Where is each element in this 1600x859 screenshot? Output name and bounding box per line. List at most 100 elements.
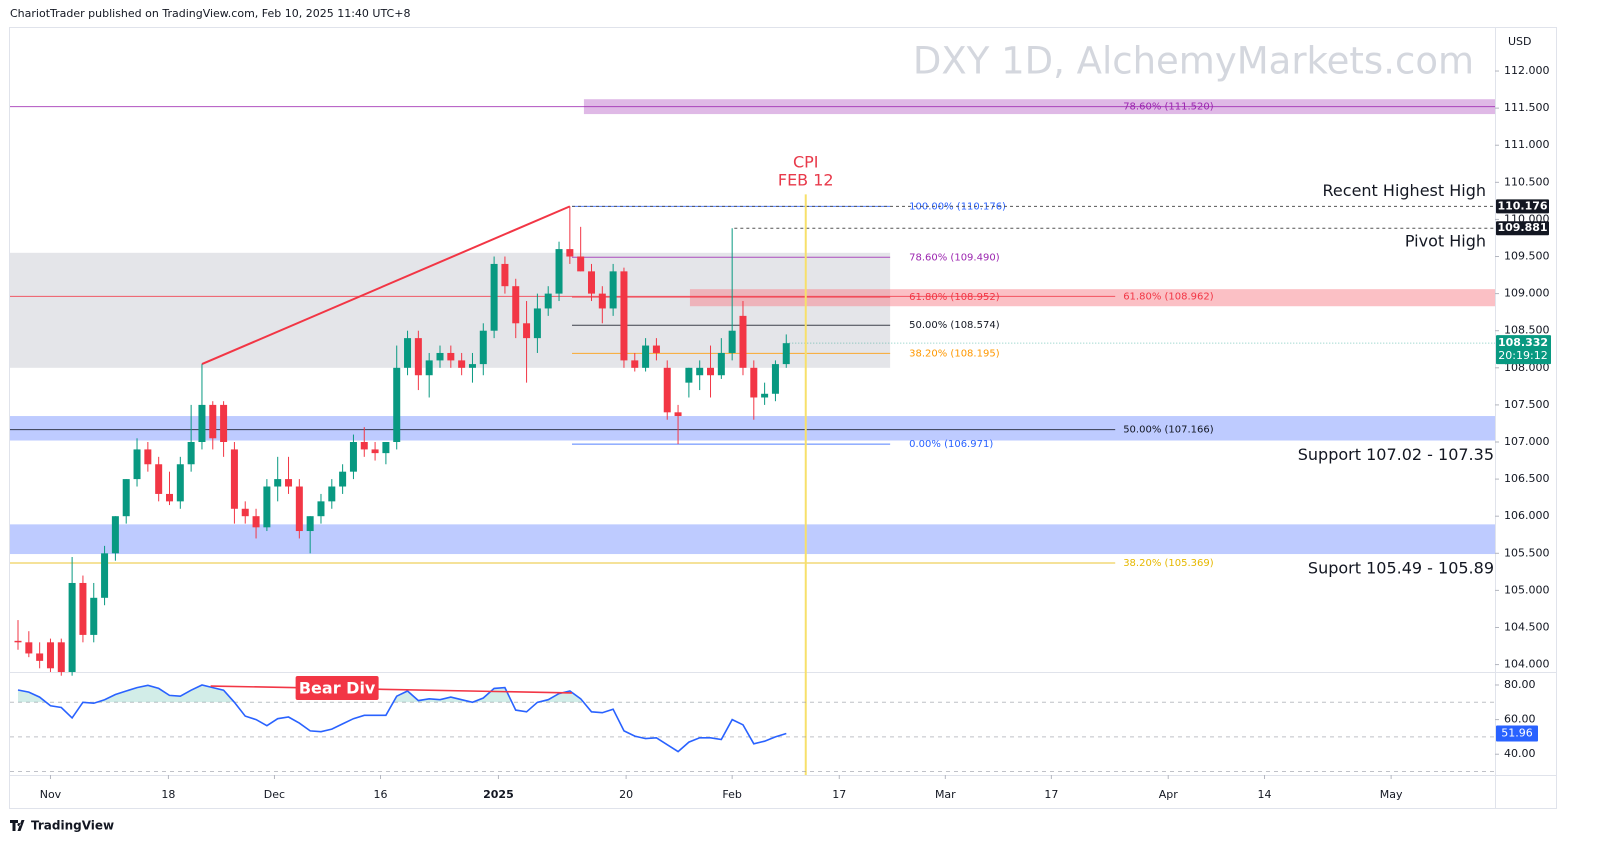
candle-body — [674, 412, 682, 417]
candle-body — [717, 352, 725, 376]
candle-body — [68, 582, 76, 672]
rsi-tick-label: 60.00 — [1504, 713, 1536, 726]
y-tick-label: 104.500 — [1504, 620, 1550, 633]
candle-body — [339, 471, 347, 487]
candle-body — [609, 271, 617, 309]
candle-body — [295, 486, 303, 532]
y-tick-label: 111.000 — [1504, 138, 1550, 151]
x-tick-label: 18 — [161, 788, 175, 801]
candle-body — [36, 653, 44, 661]
candle-body — [57, 642, 65, 672]
currency: USD — [1508, 35, 1532, 48]
rsi-tick-label: 80.00 — [1504, 678, 1536, 691]
fib-label: 50.00% (107.166) — [1123, 425, 1214, 436]
candle-body — [652, 345, 660, 353]
candle-body — [458, 360, 466, 368]
candle-body — [631, 360, 639, 368]
y-tick-label: 105.500 — [1504, 546, 1550, 559]
divergence-label: Bear Div — [299, 679, 376, 698]
candle-body — [241, 508, 249, 517]
level-name: Recent Highest High — [1323, 181, 1486, 200]
y-tick-label: 104.000 — [1504, 658, 1550, 671]
candle-body — [566, 249, 574, 257]
candle-body — [328, 486, 336, 502]
trendline — [201, 205, 571, 366]
y-tick-label: 107.000 — [1504, 435, 1550, 448]
candle-body — [468, 364, 476, 368]
candle-body — [220, 404, 228, 442]
candle-body — [25, 642, 33, 654]
level-name: Pivot High — [1405, 232, 1486, 251]
y-tick-label: 106.500 — [1504, 472, 1550, 485]
candle-body — [620, 271, 628, 361]
candle-body — [90, 597, 98, 635]
candle-body — [198, 404, 206, 442]
x-tick-label: 2025 — [483, 788, 514, 801]
candle-body — [111, 516, 119, 554]
candle-body — [230, 449, 238, 509]
y-tick-label: 108.500 — [1504, 324, 1550, 337]
rsi-tick-label: 40.00 — [1504, 747, 1536, 760]
x-tick-label: 17 — [1044, 788, 1058, 801]
candle-body — [360, 442, 368, 450]
candle-body — [587, 271, 595, 294]
x-tick-label: May — [1380, 788, 1403, 801]
fib-label: 38.20% (108.195) — [909, 348, 1000, 359]
y-tick-label: 111.500 — [1504, 101, 1550, 114]
fib-label: 61.80% (108.962) — [1123, 291, 1214, 302]
x-tick-label: 16 — [373, 788, 387, 801]
candle-body — [750, 367, 758, 398]
candle-body — [285, 479, 293, 487]
x-tick-label: 14 — [1258, 788, 1272, 801]
y-tick-label: 106.000 — [1504, 509, 1550, 522]
zone — [10, 252, 891, 368]
y-tick-label: 110.500 — [1504, 175, 1550, 188]
fib-label: 0.00% (106.971) — [909, 439, 993, 450]
candle-body — [144, 449, 152, 465]
divergence-line — [210, 685, 573, 694]
y-tick-label: 105.000 — [1504, 583, 1550, 596]
last-price-label: 108.332 — [1498, 336, 1548, 349]
candle-body — [436, 352, 444, 361]
x-tick-label: Dec — [264, 788, 285, 801]
candle-body — [414, 338, 422, 376]
candle-body — [209, 404, 217, 439]
candle-body — [14, 640, 22, 643]
event-label: CPI — [793, 153, 819, 172]
candle-body — [176, 464, 184, 502]
x-tick-label: Nov — [40, 788, 62, 801]
chart-layer: 104.000 104.500 105.000 105.500 106.000 106.5… — [10, 64, 1551, 801]
fib-label: 78.60% (111.520) — [1123, 102, 1214, 113]
candle-body — [425, 360, 433, 376]
candle-body — [101, 553, 109, 598]
y-tick-label: 107.500 — [1504, 398, 1550, 411]
price-tag — [1496, 199, 1549, 214]
y-tick-label: 112.000 — [1504, 64, 1550, 77]
candle-body — [252, 516, 260, 528]
watermark: DXY 1D, AlchemyMarkets.com — [913, 40, 1474, 83]
chart-frame — [9, 27, 1557, 809]
candle-body — [739, 315, 747, 368]
tradingview-logo: TradingView — [10, 819, 114, 833]
zone — [10, 416, 1495, 441]
candle-body — [479, 330, 487, 365]
candle-body — [642, 345, 650, 368]
candle-body — [187, 442, 195, 465]
candle-body — [523, 323, 531, 339]
candle-body — [371, 449, 379, 454]
price-tag-label: 109.881 — [1497, 221, 1547, 234]
price-tag — [1496, 221, 1549, 236]
candle-body — [317, 501, 325, 517]
rsi-overbought-fill — [18, 685, 787, 703]
x-tick-label: 20 — [619, 788, 633, 801]
candle-body — [512, 286, 520, 324]
candle-body — [274, 479, 282, 487]
candle-body — [555, 249, 563, 294]
x-tick-label: Feb — [722, 788, 741, 801]
y-tick-label: 109.500 — [1504, 250, 1550, 263]
candle-body — [306, 516, 314, 532]
x-tick-label: 17 — [832, 788, 846, 801]
candle-body — [404, 338, 412, 368]
x-tick-label: Mar — [935, 788, 956, 801]
